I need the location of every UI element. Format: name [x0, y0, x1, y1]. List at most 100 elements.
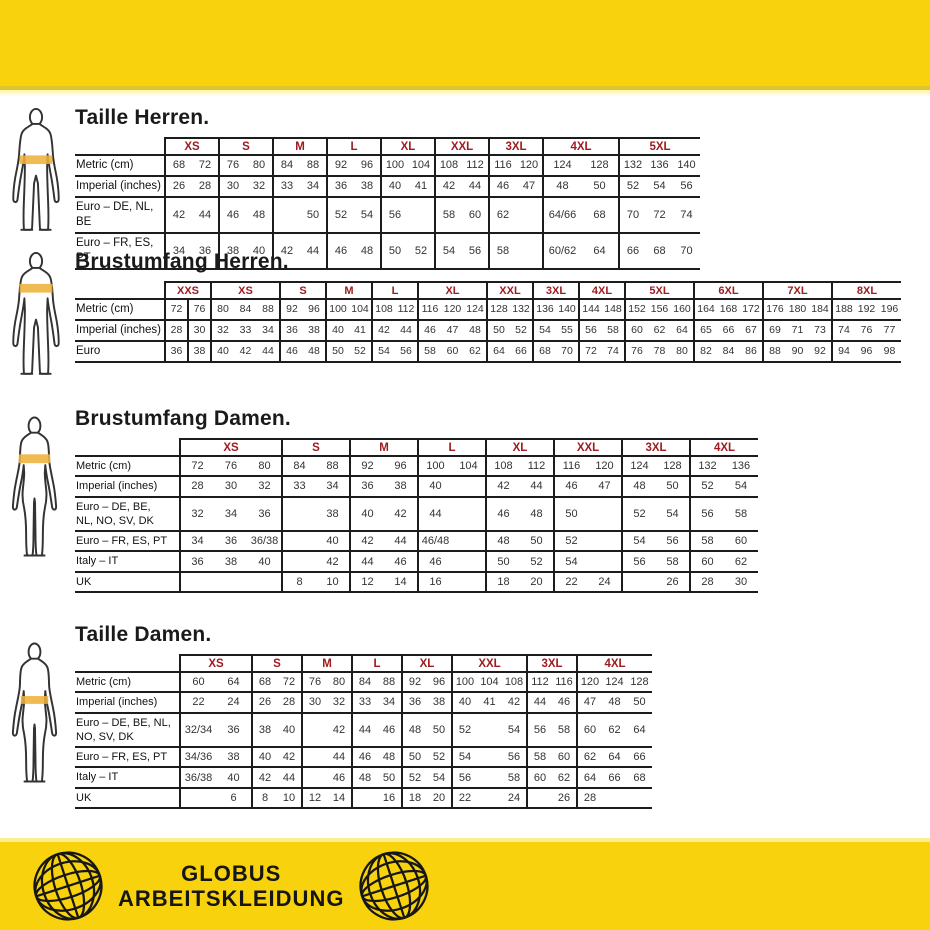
size-value: 52 — [618, 174, 646, 197]
size-value: 50 — [581, 174, 619, 197]
size-value — [281, 550, 316, 572]
size-value: 50 — [485, 550, 520, 572]
size-value: 132 — [689, 454, 724, 477]
size-value: 10 — [277, 786, 302, 810]
corner-cell — [75, 138, 165, 155]
size-value: 132 — [618, 154, 646, 176]
size-value: 60/62 — [542, 231, 581, 270]
size-value: 148 — [602, 298, 625, 320]
size-value: 84 — [717, 339, 740, 363]
size-value: 54 — [724, 475, 758, 497]
size-value: 54 — [451, 746, 477, 768]
size-value: 86 — [740, 339, 763, 363]
size-header-m: M — [325, 281, 372, 299]
size-value: 68 — [532, 339, 556, 363]
size-value: 36 — [214, 530, 248, 552]
size-value: 52 — [427, 746, 452, 768]
size-value: 42 — [316, 550, 350, 572]
size-header-s: S — [279, 281, 326, 299]
size-value: 58 — [434, 195, 462, 233]
size-value: 108 — [502, 670, 527, 693]
size-value: 78 — [648, 339, 671, 363]
size-value: 40 — [316, 530, 350, 552]
size-value — [301, 746, 327, 768]
size-value: 30 — [724, 570, 758, 594]
size-value — [179, 570, 214, 594]
size-value: 22 — [553, 570, 588, 594]
size-value: 92 — [279, 298, 303, 320]
size-value: 16 — [377, 786, 402, 810]
size-value: 48 — [377, 746, 402, 768]
size-value: 46 — [327, 766, 352, 788]
row-label: Italy – IT — [75, 766, 180, 788]
size-value: 160 — [671, 298, 694, 320]
size-value: 48 — [520, 495, 554, 532]
size-value: 50 — [401, 746, 427, 768]
size-value: 104 — [477, 670, 502, 693]
size-value: 33 — [272, 174, 300, 197]
size-value: 66 — [717, 318, 740, 341]
size-value: 56 — [689, 495, 724, 532]
size-value: 72 — [578, 339, 602, 363]
size-value: 34/36 — [179, 746, 216, 768]
size-value: 73 — [809, 318, 832, 341]
bottom-yellow-band: GLOBUS ARBEITSKLEIDUNG — [0, 838, 930, 930]
size-value: 136 — [724, 454, 758, 477]
size-value: 52 — [349, 339, 372, 363]
size-value: 28 — [576, 786, 602, 810]
size-value: 64 — [581, 231, 619, 270]
size-header-s: S — [218, 137, 273, 155]
size-value — [588, 530, 622, 552]
size-value: 36 — [164, 339, 188, 363]
size-value: 48 — [354, 231, 381, 270]
size-value: 28 — [164, 318, 188, 341]
size-value: 124 — [621, 454, 656, 477]
size-value: 54 — [427, 766, 452, 788]
size-value: 40 — [451, 691, 477, 713]
size-value — [526, 786, 552, 810]
size-value: 76 — [187, 298, 211, 320]
size-value: 44 — [351, 711, 377, 748]
section-taille-damen: Taille Damen. XS S M L XL XXL 3XL 4XL Metric (cm… — [0, 623, 652, 810]
size-value: 44 — [526, 691, 552, 713]
size-value: 40 — [380, 174, 408, 197]
size-value: 32 — [246, 174, 273, 197]
section-brustumfang-damen: Brustumfang Damen. XS S M L XL XXL 3XL 4XL Metri… — [0, 407, 758, 594]
row-label: Euro — [75, 339, 165, 363]
size-value: 16 — [417, 570, 452, 594]
section-title: Brustumfang Herren. — [75, 250, 289, 273]
size-value: 88 — [257, 298, 280, 320]
size-value: 50 — [377, 766, 402, 788]
size-value: 100 — [417, 454, 452, 477]
size-value: 36 — [248, 495, 282, 532]
size-value: 44 — [417, 495, 452, 532]
size-value: 56 — [502, 746, 527, 768]
size-value: 68 — [164, 154, 192, 176]
size-value: 42 — [434, 174, 462, 197]
section-brustumfang-herren: Brustumfang Herren. XXS XS S M L XL XXL 3XL 4XL 5… — [0, 250, 901, 375]
size-value: 71 — [786, 318, 809, 341]
table-row: Metric (cm) 72 76 80 84 88 92 96 100 104 108 112 116… — [75, 454, 758, 477]
size-header-xxs: XXS — [164, 281, 211, 299]
size-value — [477, 746, 502, 768]
size-value — [272, 195, 300, 233]
size-value: 30 — [218, 174, 246, 197]
table-row: UK 8 10 12 14 16 18 20 22 24 26 28 30 — [75, 570, 758, 594]
size-header-xxl: XXL — [434, 137, 489, 155]
table-row: Euro – FR, ES, PT 34 36 38 40 42 44 46 48 50 52 54 5… — [75, 231, 700, 270]
size-value: 58 — [552, 711, 577, 748]
size-value: 46/48 — [417, 530, 452, 552]
table-row: Euro – DE, BE, NL, NO, SV, DK 32 34 36 38 40 4… — [75, 495, 758, 532]
size-value: 64/66 — [542, 195, 581, 233]
size-value: 52 — [401, 766, 427, 788]
female-figure-waist-highlight-icon — [11, 642, 58, 783]
size-value: 42 — [327, 711, 352, 748]
size-value — [627, 786, 652, 810]
size-value: 44 — [192, 195, 219, 233]
size-value: 96 — [354, 154, 381, 176]
size-value: 42 — [349, 530, 384, 552]
table-row: Italy – IT 36 38 40 42 44 46 46 50 52 54 56 58 60 62 — [75, 550, 758, 572]
size-value: 90 — [786, 339, 809, 363]
size-value: 184 — [809, 298, 832, 320]
size-value: 26 — [656, 570, 690, 594]
